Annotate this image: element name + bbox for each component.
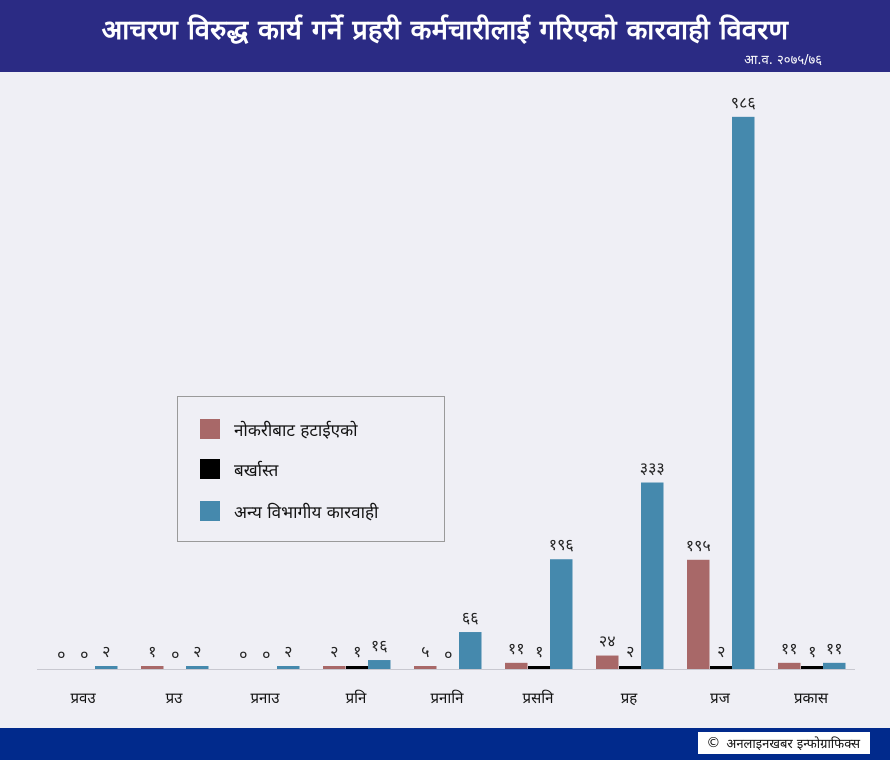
data-label: १९६ <box>549 535 574 554</box>
category-label: प्रवउ <box>70 689 96 707</box>
page-title: आचरण विरुद्ध कार्य गर्ने प्रहरी कर्मचारी… <box>101 15 789 46</box>
data-label: ३३३ <box>640 459 665 478</box>
data-label: ० <box>444 645 452 664</box>
bar-dismissed <box>778 662 801 669</box>
bar-other-action <box>823 662 846 669</box>
footer-bar: © अनलाइनखबर इन्फोग्राफिक्स <box>0 728 890 760</box>
data-label: १ <box>808 642 816 661</box>
bar-other-action <box>459 632 482 669</box>
category-label: प्रसनि <box>523 689 555 707</box>
data-label: ० <box>80 645 88 664</box>
bar-dismissed <box>687 559 710 669</box>
chart-legend: नोकरीबाट हटाईएको बर्खास्त अन्य विभागीय क… <box>177 396 445 542</box>
bar-dismissed <box>596 655 619 669</box>
bar-fired <box>710 666 733 669</box>
data-label: ११ <box>826 639 843 658</box>
category-label: प्रउ <box>166 689 184 707</box>
data-label: ११ <box>781 639 798 658</box>
data-label: १६ <box>371 636 388 655</box>
legend-swatch-fired <box>200 459 220 479</box>
data-label: ० <box>171 645 179 664</box>
bar-dismissed <box>505 662 528 669</box>
legend-swatch-dismissed <box>200 419 220 439</box>
bar-fired <box>801 666 824 669</box>
copyright-icon: © <box>706 735 721 751</box>
bar-dismissed <box>141 666 164 669</box>
bar-fired <box>528 666 551 669</box>
data-label: २ <box>102 642 110 661</box>
category-label: प्रनानि <box>431 689 465 707</box>
bar-dismissed <box>414 666 437 669</box>
fiscal-year-subtitle: आ.व. २०७५/७६ <box>744 53 822 68</box>
data-label: ० <box>262 645 270 664</box>
bar-other-action <box>95 666 118 669</box>
data-label: २ <box>626 642 634 661</box>
data-label: ० <box>57 645 65 664</box>
credit-badge: © अनलाइनखबर इन्फोग्राफिक्स <box>698 732 870 754</box>
data-label: १ <box>148 642 156 661</box>
data-label: ५ <box>421 642 429 661</box>
data-label: २४ <box>599 632 616 651</box>
data-label: २ <box>717 642 725 661</box>
category-label: प्रनाउ <box>251 689 281 707</box>
data-label: ६६ <box>462 608 479 627</box>
data-label: १ <box>353 642 361 661</box>
legend-item-fired: बर्खास्त <box>200 457 278 481</box>
category-label: प्रनि <box>346 689 367 707</box>
legend-label-fired: बर्खास्त <box>234 460 279 481</box>
data-label: १ <box>535 642 543 661</box>
legend-swatch-other-action <box>200 501 220 521</box>
data-label: २ <box>330 642 338 661</box>
legend-label-other-action: अन्य विभागीय कारवाही <box>234 502 379 523</box>
bar-other-action <box>368 660 391 669</box>
legend-item-other-action: अन्य विभागीय कारवाही <box>200 499 378 523</box>
data-label: २ <box>193 642 201 661</box>
bar-dismissed <box>323 666 346 669</box>
legend-label-dismissed: नोकरीबाट हटाईएको <box>234 420 358 441</box>
data-label: १९५ <box>686 536 711 555</box>
bar-other-action <box>641 482 664 669</box>
category-label: प्रह <box>621 689 639 707</box>
category-label: प्रज <box>710 689 731 707</box>
bar-other-action <box>732 116 755 670</box>
bar-other-action <box>277 666 300 669</box>
bar-fired <box>619 666 642 669</box>
data-label: २ <box>284 642 292 661</box>
data-label: ९८६ <box>731 93 756 112</box>
header-bar: आचरण विरुद्ध कार्य गर्ने प्रहरी कर्मचारी… <box>0 0 890 72</box>
data-label: ११ <box>508 639 525 658</box>
data-label: ० <box>239 645 247 664</box>
legend-item-dismissed: नोकरीबाट हटाईएको <box>200 417 358 441</box>
credit-text: अनलाइनखबर इन्फोग्राफिक्स <box>726 737 860 752</box>
bar-other-action <box>550 559 573 669</box>
category-label: प्रकास <box>794 689 829 707</box>
bar-other-action <box>186 666 209 669</box>
bar-fired <box>346 666 369 669</box>
